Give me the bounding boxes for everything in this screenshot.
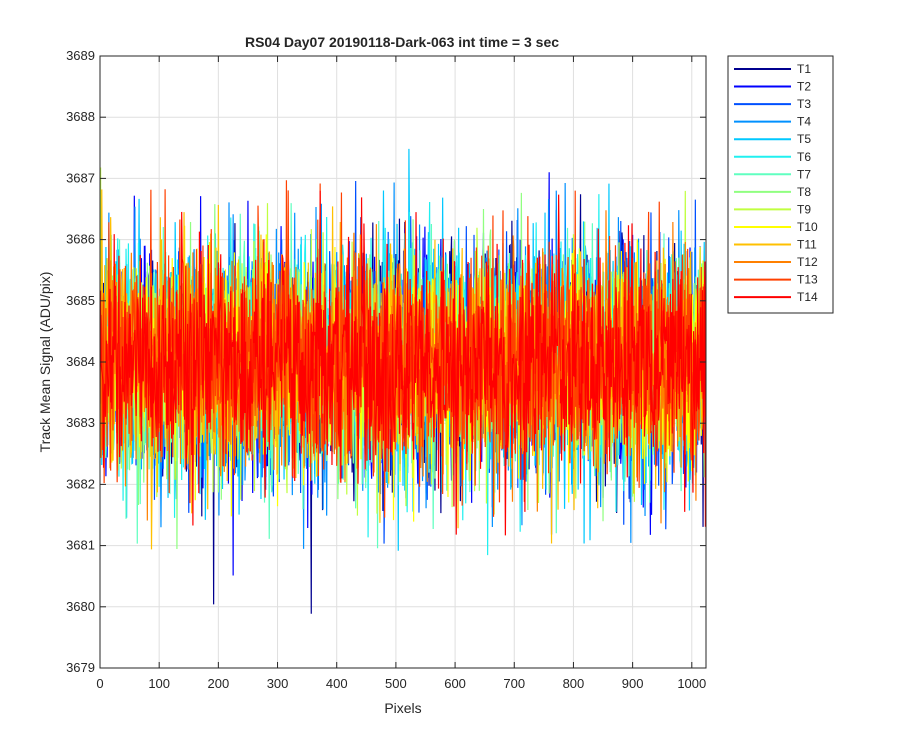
y-tick-label: 3685	[66, 293, 95, 308]
x-tick-label: 300	[267, 676, 289, 691]
legend-label-t7: T7	[797, 167, 811, 181]
x-tick-label: 500	[385, 676, 407, 691]
legend-label-t2: T2	[797, 80, 811, 94]
x-axis: 0 100 200 300 400 500 600 700 800 900 1000	[96, 56, 706, 691]
x-tick-label: 200	[208, 676, 230, 691]
legend-label-t11: T11	[797, 238, 817, 252]
y-axis-label: Track Mean Signal (ADU/pix)	[37, 272, 53, 453]
legend-label-t3: T3	[797, 97, 811, 111]
y-tick-label: 3680	[66, 599, 95, 614]
y-tick-label: 3681	[66, 538, 95, 553]
legend-box	[727, 55, 834, 314]
x-tick-label: 100	[148, 676, 170, 691]
data-series	[100, 148, 706, 614]
legend-label-t6: T6	[797, 150, 811, 164]
legend-label-t8: T8	[797, 185, 811, 199]
legend-label-t5: T5	[797, 132, 811, 146]
x-tick-label: 1000	[677, 676, 706, 691]
y-tick-label: 3684	[66, 354, 95, 369]
legend: T1 T2 T3 T4 T5 T6 T7 T8 T9 T10 T11 T12 T13 T14	[727, 55, 834, 314]
x-tick-label: 900	[622, 676, 644, 691]
y-tick-label: 3688	[66, 109, 95, 124]
legend-label-t13: T13	[797, 273, 818, 287]
y-tick-label: 3682	[66, 476, 95, 491]
chart-title: RS04 Day07 20190118-Dark-063 int time = …	[245, 34, 559, 50]
x-axis-label: Pixels	[384, 700, 421, 716]
x-tick-label: 0	[96, 676, 103, 691]
y-tick-label: 3686	[66, 232, 95, 247]
x-tick-label: 700	[503, 676, 525, 691]
x-tick-label: 400	[326, 676, 348, 691]
y-tick-label: 3687	[66, 170, 95, 185]
legend-label-t9: T9	[797, 202, 811, 216]
y-tick-label: 3679	[66, 660, 95, 675]
x-tick-label: 600	[444, 676, 466, 691]
legend-label-t1: T1	[797, 62, 811, 76]
legend-label-t14: T14	[797, 290, 818, 304]
legend-label-t10: T10	[797, 220, 818, 234]
legend-label-t12: T12	[797, 255, 818, 269]
y-tick-label: 3683	[66, 415, 95, 430]
series-line-t14	[100, 190, 706, 536]
y-axis: 3679 3680 3681 3682 3683 3684 3685 3686 3687 3688…	[66, 48, 706, 675]
x-tick-label: 800	[563, 676, 585, 691]
y-tick-label: 3689	[66, 48, 95, 63]
legend-label-t4: T4	[797, 115, 811, 129]
